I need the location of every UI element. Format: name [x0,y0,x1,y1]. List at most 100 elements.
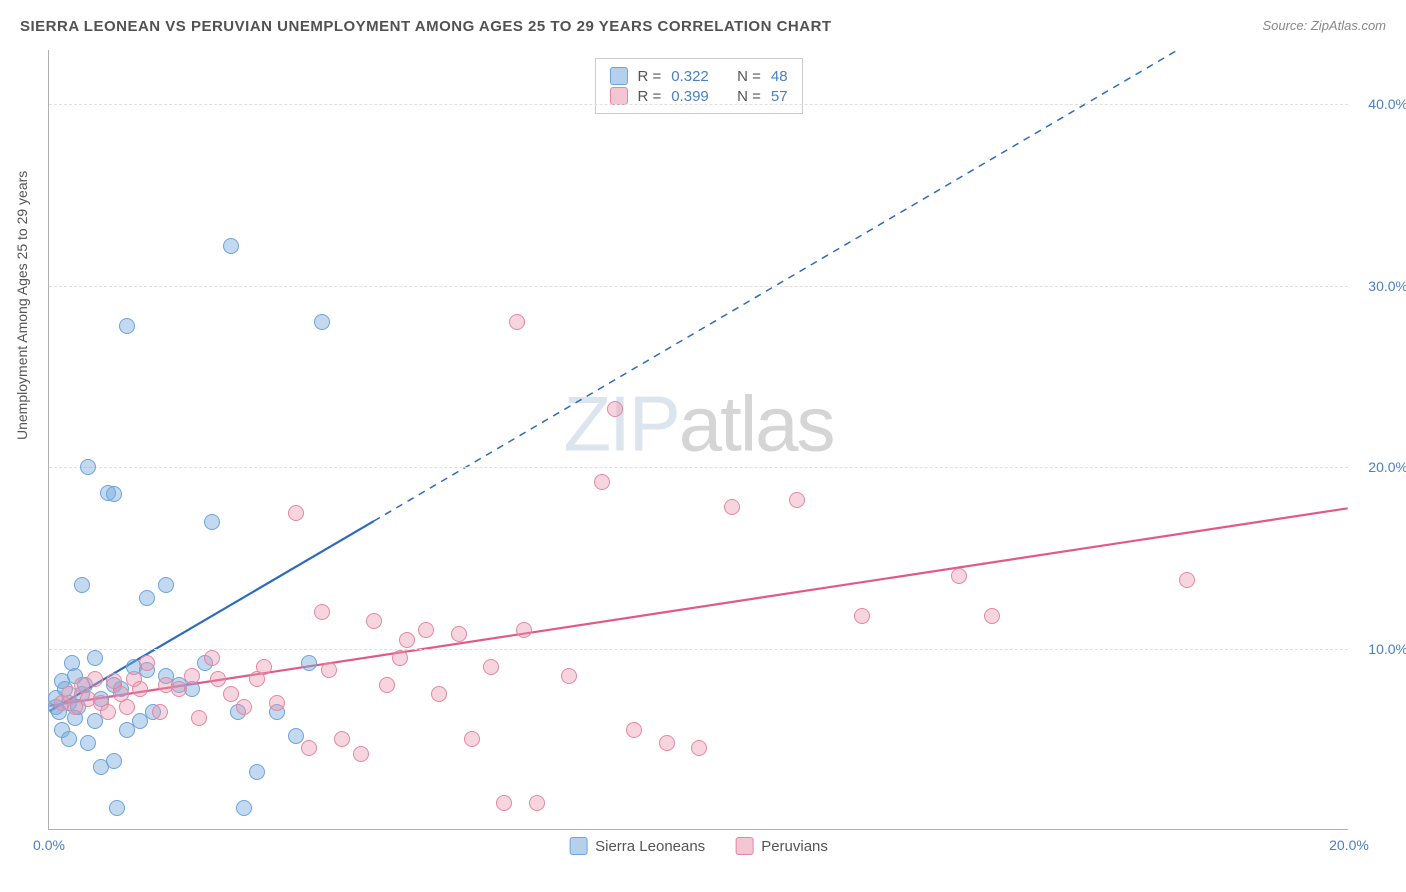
data-point-b [171,681,187,697]
data-point-b [236,699,252,715]
data-point-b [691,740,707,756]
data-point-b [184,668,200,684]
r-value-a: 0.322 [671,68,709,85]
r-value-b: 0.399 [671,88,709,105]
data-point-a [132,713,148,729]
data-point-a [223,238,239,254]
data-point-b [301,740,317,756]
n-value-a: 48 [771,68,788,85]
data-point-b [516,622,532,638]
data-point-b [659,735,675,751]
swatch-b-icon [609,87,627,105]
data-point-b [496,795,512,811]
data-point-b [594,474,610,490]
data-point-b [483,659,499,675]
data-point-a [106,486,122,502]
data-point-b [529,795,545,811]
x-tick-label: 20.0% [1329,837,1369,853]
bottom-legend: Sierra Leoneans Peruvians [569,837,828,855]
watermark-thin: atlas [679,379,834,467]
legend-item-b: Peruvians [735,837,828,855]
source-label: Source: ZipAtlas.com [1262,18,1386,33]
data-point-b [204,650,220,666]
data-point-b [87,671,103,687]
data-point-a [301,655,317,671]
n-label-a: N = [737,68,761,85]
data-point-a [109,800,125,816]
data-point-b [607,401,623,417]
data-point-b [100,704,116,720]
watermark: ZIPatlas [563,378,833,469]
grid-line [49,104,1348,105]
data-point-b [561,668,577,684]
grid-line [49,649,1348,650]
data-point-b [288,505,304,521]
chart-title: SIERRA LEONEAN VS PERUVIAN UNEMPLOYMENT … [20,18,832,35]
data-point-b [854,608,870,624]
data-point-b [366,613,382,629]
r-label-b: R = [637,88,661,105]
data-point-a [236,800,252,816]
y-tick-label: 20.0% [1368,459,1406,475]
data-point-a [288,728,304,744]
plot-area: ZIPatlas R = 0.322 N = 48 R = 0.399 N = … [48,50,1348,830]
legend-swatch-a-icon [569,837,587,855]
data-point-b [256,659,272,675]
legend-label-b: Peruvians [761,838,828,855]
legend-label-a: Sierra Leoneans [595,838,705,855]
data-point-b [321,662,337,678]
data-point-a [74,577,90,593]
stats-row-a: R = 0.322 N = 48 [609,67,787,85]
data-point-b [119,699,135,715]
data-point-a [80,459,96,475]
data-point-b [152,704,168,720]
data-point-a [119,318,135,334]
stats-box: R = 0.322 N = 48 R = 0.399 N = 57 [594,58,802,114]
legend-item-a: Sierra Leoneans [569,837,705,855]
n-label-b: N = [737,88,761,105]
data-point-b [464,731,480,747]
data-point-b [724,499,740,515]
data-point-a [249,764,265,780]
data-point-b [139,655,155,671]
data-point-b [626,722,642,738]
data-point-b [451,626,467,642]
data-point-b [789,492,805,508]
data-point-b [223,686,239,702]
data-point-b [379,677,395,693]
data-point-a [80,735,96,751]
y-tick-label: 40.0% [1368,96,1406,112]
data-point-b [399,632,415,648]
x-tick-label: 0.0% [33,837,65,853]
data-point-b [210,671,226,687]
chart-container: SIERRA LEONEAN VS PERUVIAN UNEMPLOYMENT … [0,0,1406,892]
data-point-b [1179,572,1195,588]
r-label-a: R = [637,68,661,85]
n-value-b: 57 [771,88,788,105]
grid-line [49,467,1348,468]
data-point-b [509,314,525,330]
data-point-a [106,753,122,769]
data-point-b [984,608,1000,624]
y-tick-label: 30.0% [1368,278,1406,294]
swatch-a-icon [609,67,627,85]
data-point-b [334,731,350,747]
data-point-a [87,650,103,666]
y-tick-label: 10.0% [1368,641,1406,657]
legend-swatch-b-icon [735,837,753,855]
grid-line [49,286,1348,287]
data-point-a [314,314,330,330]
data-point-b [353,746,369,762]
data-point-b [951,568,967,584]
data-point-a [61,731,77,747]
data-point-b [418,622,434,638]
stats-row-b: R = 0.399 N = 57 [609,87,787,105]
watermark-bold: ZIP [563,379,678,467]
data-point-b [132,681,148,697]
data-point-a [139,590,155,606]
data-point-b [431,686,447,702]
data-point-b [269,695,285,711]
y-axis-title: Unemployment Among Ages 25 to 29 years [14,171,30,440]
data-point-a [204,514,220,530]
data-point-b [314,604,330,620]
